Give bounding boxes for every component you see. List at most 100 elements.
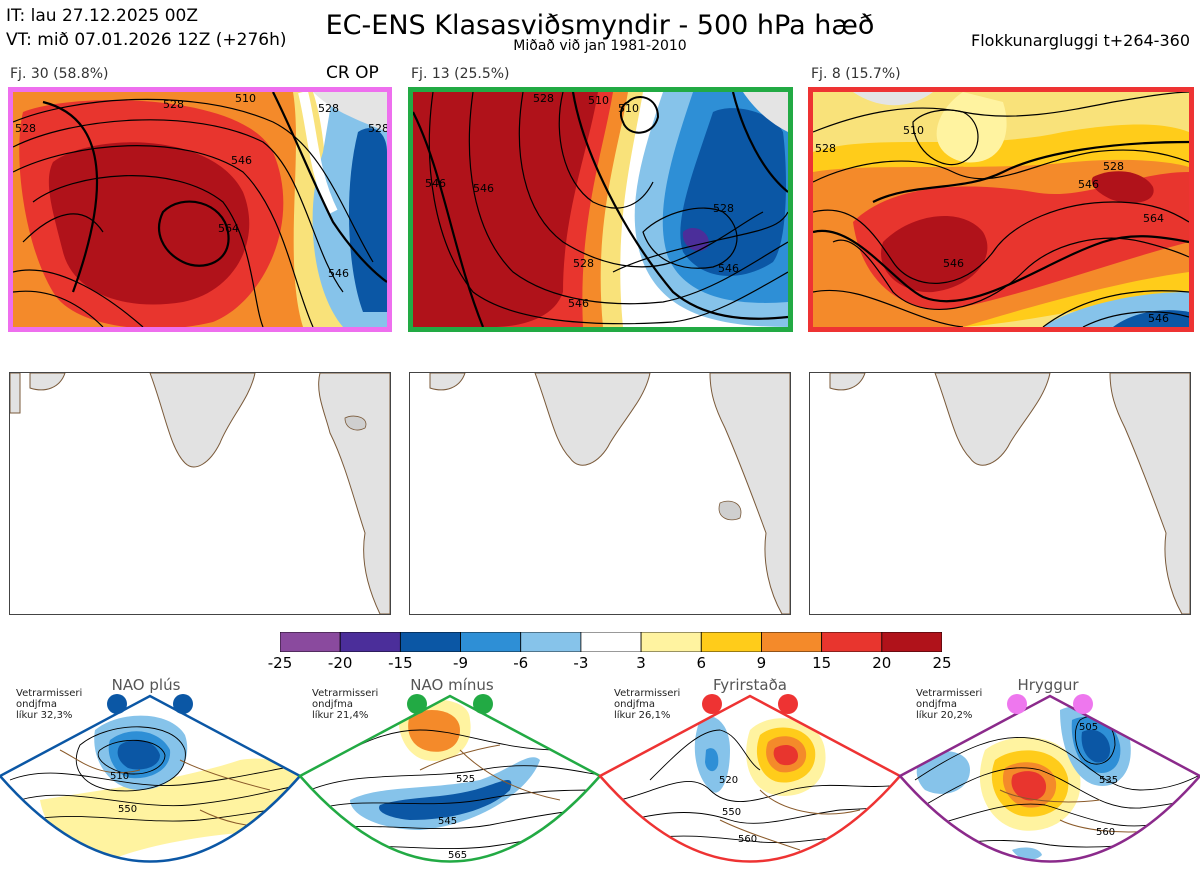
regime-2-note-l2: ondjfma: [312, 699, 353, 710]
empty-map-3: [809, 372, 1191, 615]
regime-1-contour-label: 550: [118, 804, 137, 815]
cluster-2-contour-label: 546: [473, 182, 494, 195]
cluster-3-contour-label: 546: [1148, 312, 1169, 325]
regime-4-note: Vetrarmisseri ondjfma líkur 20,2%: [916, 688, 982, 721]
colorbar-tick-label: -25: [267, 654, 293, 672]
regime-2-note: Vetrarmisseri ondjfma líkur 21,4%: [312, 688, 378, 721]
colorbar-swatch: [339, 631, 401, 653]
empty-map-2: [409, 372, 791, 615]
cluster-2-contour-label: 528: [713, 202, 734, 215]
colorbar-tick-label: 3: [636, 654, 646, 672]
colorbar-swatch: [640, 631, 702, 653]
regime-4-note-l1: Vetrarmisseri: [916, 688, 983, 699]
regime-1-note: Vetrarmisseri ondjfma líkur 32,3%: [16, 688, 82, 721]
colorbar-swatch: [821, 631, 883, 653]
regime-3-note-l1: Vetrarmisseri: [614, 688, 681, 699]
colorbar-tick-label: -6: [513, 654, 529, 672]
regime-2-contour-label: 525: [456, 774, 475, 785]
cluster-1-contour-label: 528: [15, 122, 36, 135]
cluster-2-contour-label: 546: [425, 177, 446, 190]
cluster-3-contour-label: 546: [1078, 178, 1099, 191]
regime-3-contour-label: 560: [738, 834, 757, 845]
cluster-2-contour-label: 510: [618, 102, 639, 115]
colorbar-swatch: [700, 631, 762, 653]
cluster-1-tags: CR OP: [326, 63, 379, 83]
regime-2-marker: [407, 694, 427, 714]
regime-3-contour-label: 520: [719, 775, 738, 786]
cluster-1-contour-label: 564: [218, 222, 239, 235]
colorbar-swatch: [881, 631, 943, 653]
colorbar-ticks: -25 -20 -15 -9 -6 -3 3 6 9 15 20 25: [0, 654, 1200, 674]
page-subtitle: Miðað við jan 1981-2010: [513, 38, 687, 54]
regime-4-marker: [1073, 694, 1093, 714]
colorbar-swatch: [520, 631, 582, 653]
cluster-1-contour-label: 528: [368, 122, 387, 135]
colorbar: [279, 631, 943, 653]
cluster-1-map[interactable]: 528 510 546 564 528 546 528 528: [8, 87, 392, 332]
colorbar-swatch: [399, 631, 461, 653]
empty-map-1: [9, 372, 391, 615]
cluster-3-contour-label: 546: [943, 257, 964, 270]
cluster-2-map[interactable]: 546 546 528 510 528 546 546 528 510: [408, 87, 793, 332]
colorbar-tick-label: 15: [812, 654, 832, 672]
regime-4-marker: [1007, 694, 1027, 714]
colorbar-swatches: [279, 631, 943, 653]
colorbar-swatch: [580, 631, 642, 653]
cluster-1-contour-label: 528: [318, 102, 339, 115]
cluster-3-contour-label: 528: [1103, 160, 1124, 173]
regime-1-note-l2: ondjfma: [16, 699, 57, 710]
header-info: IT: lau 27.12.2025 00Z VT: mið 07.01.202…: [6, 4, 287, 52]
cluster-1-contour-label: 546: [328, 267, 349, 280]
cluster-2-contour-label: 528: [573, 257, 594, 270]
regime-3-marker: [702, 694, 722, 714]
cluster-2-contour-label: 546: [718, 262, 739, 275]
cluster-3-label: Fj. 8 (15.7%): [811, 66, 901, 82]
regime-1-marker: [173, 694, 193, 714]
cluster-2-label: Fj. 13 (25.5%): [411, 66, 510, 82]
regime-1-map: [0, 696, 300, 862]
regime-1-note-l3: líkur 32,3%: [16, 710, 73, 721]
regime-panels: 510 550 525 545 565: [0, 694, 1200, 863]
regime-2-marker: [473, 694, 493, 714]
page-title: EC-ENS Klasasviðsmyndir - 500 hPa hæð: [325, 10, 875, 41]
regime-2-contour-label: 565: [448, 850, 467, 861]
colorbar-tick-label: -9: [453, 654, 469, 672]
colorbar-tick-label: -3: [573, 654, 589, 672]
cluster-1-contour-label: 510: [235, 92, 256, 105]
cluster-1-contour-label: 528: [163, 98, 184, 111]
cluster-3-contour-label: 564: [1143, 212, 1164, 225]
regime-4-note-l3: líkur 20,2%: [916, 710, 973, 721]
regime-3-note: Vetrarmisseri ondjfma líkur 26,1%: [614, 688, 680, 721]
regime-2-note-l3: líkur 21,4%: [312, 710, 369, 721]
classification-window: Flokkunargluggi t+264-360: [971, 31, 1190, 50]
regime-3-note-l2: ondjfma: [614, 699, 655, 710]
regime-4-note-l2: ondjfma: [916, 699, 957, 710]
colorbar-tick-label: 20: [872, 654, 892, 672]
colorbar-swatch: [279, 631, 341, 653]
colorbar-tick-label: 6: [696, 654, 707, 672]
regime-3-contour-label: 550: [722, 807, 741, 818]
regime-4-map: [900, 696, 1200, 862]
cluster-3-map[interactable]: 528 510 528 546 546 564 546: [808, 87, 1194, 332]
cluster-2-contour-label: 528: [533, 92, 554, 105]
regime-1-title: NAO plús: [111, 676, 181, 694]
colorbar-swatch: [761, 631, 823, 653]
colorbar-swatch: [460, 631, 522, 653]
regime-1-marker: [107, 694, 127, 714]
regime-4-contour-label: 535: [1099, 775, 1118, 786]
regime-4-contour-label: 560: [1096, 827, 1115, 838]
regime-3-title: Fyrirstaða: [713, 676, 787, 694]
valid-time: VT: mið 07.01.2026 12Z (+276h): [6, 30, 287, 50]
regime-2-contour-label: 545: [438, 816, 457, 827]
cluster-2-contour-label: 510: [588, 94, 609, 107]
colorbar-tick-label: -15: [388, 654, 413, 672]
colorbar-tick-label: 9: [756, 654, 767, 672]
regime-2-map: [300, 696, 600, 862]
colorbar-tick-label: -20: [327, 654, 353, 672]
regime-4-title: Hryggur: [1017, 676, 1079, 694]
cluster-1-label: Fj. 30 (58.8%): [10, 66, 109, 82]
regime-2-note-l1: Vetrarmisseri: [312, 688, 379, 699]
cluster-3-contour-label: 510: [903, 124, 924, 137]
regime-1-contour-label: 510: [110, 771, 129, 782]
regime-2-title: NAO mínus: [410, 676, 494, 694]
